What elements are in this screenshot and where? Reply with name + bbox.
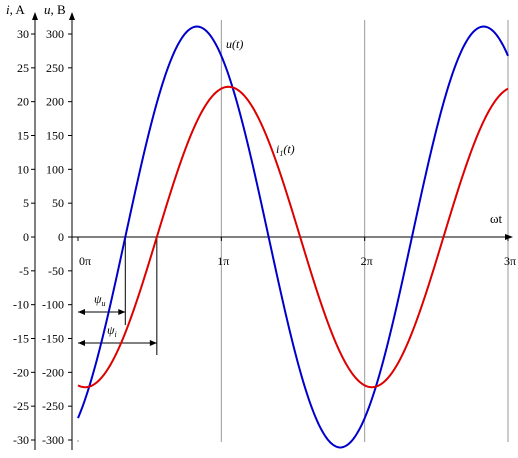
current-tick-label: -15 [13,332,29,346]
y-axis-current-title: i, A [6,2,25,17]
voltage-axis-arrow [69,12,75,20]
axes [31,12,513,450]
voltage-tick-label: 200 [46,95,64,109]
curves [77,25,509,449]
current-tick-label: 10 [17,162,29,176]
y-axis-voltage-title: u, B [44,2,66,17]
current-tick-label: 25 [17,61,29,75]
x-tick-label: 0π [79,254,91,268]
x-tick-label: 3π [504,254,516,268]
x-tick-label: 1π [217,254,229,268]
current-axis-arrow [32,12,38,20]
current-tick-label: 15 [17,129,29,143]
psi-i-label: ψi [107,323,117,339]
current-tick-label: 30 [17,27,29,41]
current-tick-label: 5 [23,196,29,210]
current-tick-label: -30 [13,433,29,447]
current-tick-label: -5 [19,264,29,278]
psi-i-arrow-left [78,340,85,346]
current-tick-label: -25 [13,399,29,413]
voltage-tick-label: -100 [42,298,64,312]
grid [77,20,509,442]
voltage-tick-label: 250 [46,61,64,75]
series-label-i1: i1(t) [276,142,295,158]
voltage-tick-label: -300 [42,433,64,447]
voltage-tick-label: 0 [58,230,64,244]
psi-i-arrow-right [149,340,157,346]
series-i1-line [77,85,509,389]
current-tick-label: 0 [23,230,29,244]
voltage-tick-label: -250 [42,399,64,413]
voltage-tick-label: 300 [46,27,64,41]
psi-u-label: ψu [94,292,105,308]
voltage-tick-label: 150 [46,129,64,143]
time-axis-arrow [505,234,513,240]
voltage-tick-label: -150 [42,332,64,346]
series-label-u: u(t) [226,37,243,51]
voltage-tick-label: -200 [42,365,64,379]
x-axis-title: ωt [490,211,503,226]
voltage-tick-label: 100 [46,162,64,176]
tick-labels: 300302502520020150151001050500-50-5-100-… [13,27,516,447]
x-tick-label: 2π [361,254,373,268]
current-tick-label: -10 [13,298,29,312]
voltage-tick-label: 50 [52,196,64,210]
phase-annotations [78,237,158,355]
psi-u-arrow-right [118,309,126,315]
psi-u-arrow-left [78,309,85,315]
series-u-line [77,25,509,449]
voltage-tick-label: -50 [48,264,64,278]
current-tick-label: 20 [17,95,29,109]
current-tick-label: -20 [13,365,29,379]
